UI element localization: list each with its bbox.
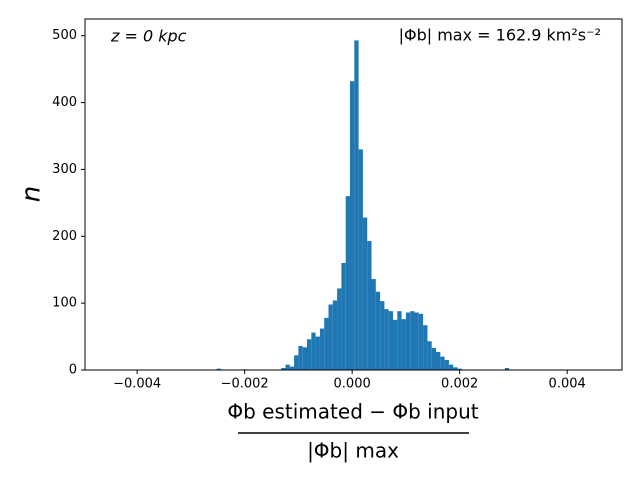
bar [341, 263, 346, 370]
y-tick-label: 300 [52, 162, 77, 177]
bar [311, 332, 316, 370]
bar [405, 312, 411, 370]
bar [294, 355, 299, 370]
bar [431, 347, 437, 370]
bar [371, 279, 376, 370]
bar [324, 317, 329, 370]
x-tick-label: −0.002 [221, 377, 269, 392]
plot-frame [84, 18, 623, 371]
bar [401, 319, 406, 370]
bar [328, 304, 333, 370]
y-tick-label: 500 [52, 28, 77, 43]
bar [410, 311, 415, 370]
bar [380, 301, 385, 370]
bar [337, 288, 342, 370]
bar [393, 319, 398, 370]
y-tick-label: 400 [52, 95, 77, 110]
bar [388, 311, 394, 370]
x-axis-label: Φb estimated − Φb input [227, 400, 478, 424]
y-tick-label: 0 [69, 363, 77, 378]
bar [281, 367, 286, 370]
bar [436, 351, 441, 370]
bar [423, 325, 428, 370]
x-tick-label: 0.000 [334, 377, 371, 392]
bar [440, 356, 445, 370]
x-axis-label: |Φb| max [307, 439, 399, 463]
bar [319, 328, 325, 370]
bar [444, 359, 449, 370]
bar [354, 40, 359, 370]
bar [307, 339, 312, 370]
bar [375, 291, 381, 370]
bar [216, 368, 221, 370]
bar [418, 313, 424, 370]
bar [315, 336, 320, 370]
bar [397, 311, 402, 370]
x-tick-label: 0.004 [549, 377, 586, 392]
bar [453, 367, 458, 370]
annotation: z = 0 kpc [110, 27, 187, 46]
bar [358, 149, 363, 370]
bar [302, 347, 308, 370]
x-tick-label: 0.002 [441, 377, 478, 392]
bar [367, 240, 372, 370]
annotation: |Φb| max = 162.9 km²s⁻² [399, 26, 601, 45]
bar [448, 364, 454, 370]
bar [457, 368, 462, 370]
bar [285, 364, 290, 370]
bar [384, 309, 389, 370]
x-tick-label: −0.004 [113, 377, 161, 392]
bar [350, 81, 355, 371]
bar [504, 367, 510, 370]
bar [345, 196, 351, 370]
bar [298, 345, 303, 370]
bar [289, 366, 295, 370]
y-tick-label: 200 [52, 229, 77, 244]
bar [427, 341, 432, 370]
bar [362, 217, 368, 370]
bar [414, 312, 419, 370]
y-tick-label: 100 [52, 296, 77, 311]
y-axis-label: n [17, 186, 47, 202]
bar [332, 300, 338, 370]
